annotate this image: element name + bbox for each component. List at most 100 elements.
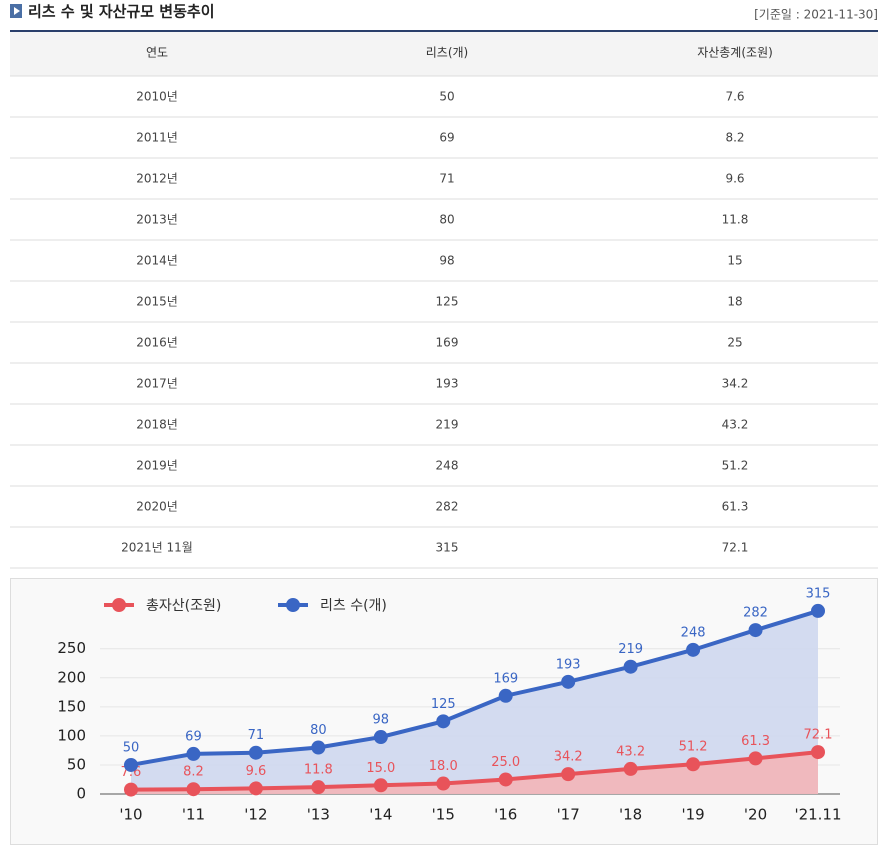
table-cell: 2018년	[136, 418, 178, 432]
data-label: 11.8	[304, 763, 333, 778]
data-label: 248	[681, 625, 706, 640]
legend-marker	[286, 598, 300, 612]
table-cell: 248	[436, 459, 459, 473]
point-marker	[498, 688, 513, 703]
column-header: 리츠(개)	[426, 46, 468, 60]
data-label: 219	[618, 642, 643, 657]
data-label: 61.3	[741, 734, 770, 749]
point-marker	[561, 767, 576, 782]
y-tick-label: 100	[57, 726, 86, 744]
table-cell: 2017년	[136, 377, 178, 391]
point-marker	[373, 778, 388, 793]
table-cell: 219	[436, 418, 459, 432]
table-cell: 282	[436, 500, 459, 514]
data-label: 50	[123, 740, 140, 755]
table-cell: 9.6	[725, 172, 744, 186]
data-label: 71	[248, 728, 265, 743]
table-cell: 50	[439, 90, 454, 104]
table-cell: 2014년	[136, 254, 178, 268]
data-label: 25.0	[491, 755, 520, 770]
x-tick-label: '10	[119, 806, 142, 824]
x-tick-label: '19	[681, 806, 704, 824]
y-tick-label: 50	[67, 755, 86, 773]
point-marker	[311, 740, 326, 755]
table-cell: 169	[436, 336, 459, 350]
table-header-bg	[10, 31, 878, 76]
x-tick-label: '11	[182, 806, 205, 824]
x-tick-label: '13	[307, 806, 330, 824]
table-cell: 2013년	[136, 213, 178, 227]
x-tick-label: '21.11	[794, 806, 841, 824]
table-cell: 61.3	[722, 500, 749, 514]
data-label: 315	[806, 586, 831, 601]
y-tick-label: 0	[76, 785, 86, 803]
data-label: 9.6	[246, 764, 267, 779]
x-tick-label: '20	[744, 806, 767, 824]
legend-marker	[112, 598, 126, 612]
table-cell: 18	[727, 295, 742, 309]
data-label: 34.2	[554, 750, 583, 765]
table-cell: 125	[436, 295, 459, 309]
point-marker	[436, 714, 451, 729]
x-tick-label: '12	[244, 806, 267, 824]
x-tick-label: '17	[557, 806, 580, 824]
column-header: 연도	[146, 46, 168, 60]
data-label: 51.2	[679, 740, 708, 755]
table-cell: 34.2	[722, 377, 749, 391]
data-label: 282	[743, 606, 768, 621]
legend-label: 총자산(조원)	[146, 598, 221, 614]
point-marker	[811, 603, 825, 618]
point-marker	[498, 772, 513, 787]
data-label: 169	[493, 671, 518, 686]
table-cell: 51.2	[722, 459, 749, 473]
table-cell: 2021년 11월	[121, 541, 193, 555]
table-cell: 69	[439, 131, 454, 145]
title-icon-arrow	[14, 7, 20, 15]
data-label: 69	[185, 729, 202, 744]
point-marker	[124, 782, 138, 797]
chart: 0 50 100 150 200 250 '10 '11 '12 '13 '14 '15 '16 '17 '…	[57, 586, 841, 823]
data-label: 193	[556, 657, 581, 672]
table-cell: 11.8	[722, 213, 749, 227]
point-marker	[248, 781, 263, 796]
point-marker	[436, 776, 451, 791]
series-line	[130, 750, 819, 792]
table-cell: 2019년	[136, 459, 178, 473]
point-marker	[373, 730, 388, 745]
x-tick-label: '15	[432, 806, 455, 824]
table-cell: 193	[436, 377, 459, 391]
point-marker	[686, 757, 701, 772]
data-label: 43.2	[616, 744, 645, 759]
table-cell: 80	[439, 213, 454, 227]
data-label: 72.1	[804, 728, 833, 743]
x-tick-label: '14	[369, 806, 392, 824]
date-note: [기준일 : 2021-11-30]	[754, 8, 878, 22]
table-cell: 98	[439, 254, 454, 268]
table-cell: 15	[727, 254, 742, 268]
series-line	[130, 608, 819, 767]
table-cell: 25	[727, 336, 742, 350]
data-label: 98	[373, 713, 390, 728]
table-cell: 43.2	[722, 418, 749, 432]
legend-label: 리츠 수(개)	[320, 598, 387, 614]
point-marker	[686, 642, 701, 657]
table-cell: 7.6	[725, 90, 744, 104]
point-marker	[186, 746, 201, 761]
point-marker	[124, 757, 138, 772]
y-tick-label: 150	[57, 697, 86, 715]
data-label: 8.2	[183, 765, 204, 780]
data-label: 80	[310, 723, 327, 738]
point-marker	[186, 782, 201, 797]
point-marker	[623, 761, 638, 776]
table-cell: 2012년	[136, 172, 178, 186]
table-cell: 72.1	[722, 541, 749, 555]
point-marker	[748, 623, 763, 638]
series-area	[131, 752, 818, 794]
point-marker	[561, 674, 576, 689]
y-tick-label: 200	[57, 668, 86, 686]
point-marker	[811, 745, 825, 760]
table-cell: 2010년	[136, 90, 178, 104]
x-tick-label: '16	[494, 806, 517, 824]
